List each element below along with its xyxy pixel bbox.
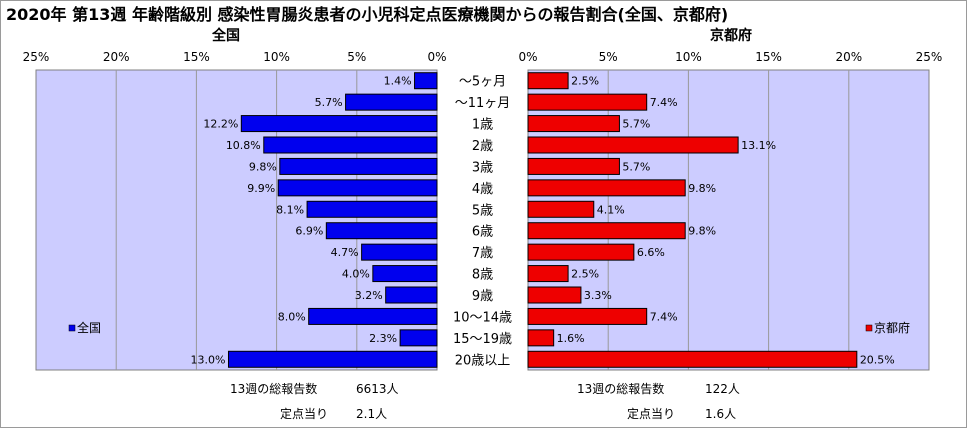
bar-nation xyxy=(399,329,438,347)
category-label: 1歳 xyxy=(472,118,493,133)
category-label: ～5ヶ月 xyxy=(459,75,506,90)
bar-kyoto xyxy=(527,222,686,240)
legend-swatch-kyoto xyxy=(865,324,873,332)
left-tick-label: 5% xyxy=(347,50,366,64)
data-label-nation: 9.8% xyxy=(249,160,277,173)
data-label-nation: 12.2% xyxy=(203,118,238,131)
bar-kyoto xyxy=(527,136,739,154)
data-label-nation: 9.9% xyxy=(247,182,275,195)
data-label-nation: 13.0% xyxy=(191,353,226,366)
bar-nation xyxy=(372,265,438,283)
data-label-kyoto: 7.4% xyxy=(650,96,678,109)
right-tick-label: 15% xyxy=(755,50,782,64)
bar-kyoto xyxy=(527,179,686,197)
bar-kyoto xyxy=(527,307,648,325)
data-label-nation: 1.4% xyxy=(384,75,412,88)
kyoto-per-label: 定点当り xyxy=(627,407,676,421)
bar-nation xyxy=(306,200,438,218)
nation-total-label: 13週の総報告数 xyxy=(230,382,318,396)
left-tick-label: 15% xyxy=(183,50,210,64)
bar-nation xyxy=(279,157,438,175)
data-label-nation: 8.0% xyxy=(278,310,306,323)
right-tick-label: 20% xyxy=(835,50,862,64)
bar-kyoto xyxy=(527,157,620,175)
data-label-nation: 4.7% xyxy=(331,246,359,259)
data-label-nation: 5.7% xyxy=(315,96,343,109)
bar-kyoto xyxy=(527,350,858,368)
bar-nation xyxy=(325,222,438,240)
bar-nation xyxy=(308,307,438,325)
left-tick-label: 25% xyxy=(23,50,50,64)
nation-per-value: 2.1人 xyxy=(356,407,388,421)
data-label-kyoto: 9.8% xyxy=(688,225,716,238)
data-label-kyoto: 6.6% xyxy=(637,246,665,259)
bar-nation xyxy=(361,243,438,261)
category-label: 10～14歳 xyxy=(453,310,512,325)
data-label-nation: 2.3% xyxy=(369,332,397,345)
legend-label-nation: 全国 xyxy=(77,320,101,335)
data-label-kyoto: 5.7% xyxy=(622,160,650,173)
bar-kyoto xyxy=(527,265,569,283)
data-label-kyoto: 4.1% xyxy=(597,203,625,216)
bar-nation xyxy=(263,136,438,154)
bar-kyoto xyxy=(527,286,582,304)
nation-total-value: 6613人 xyxy=(356,382,399,396)
bar-kyoto xyxy=(527,115,620,133)
legend-label-kyoto: 京都府 xyxy=(874,320,910,335)
kyoto-total-label: 13週の総報告数 xyxy=(577,382,665,396)
category-label: ～11ヶ月 xyxy=(455,96,511,111)
data-label-kyoto: 13.1% xyxy=(741,139,776,152)
right-tick-label: 10% xyxy=(675,50,702,64)
bar-kyoto xyxy=(527,72,569,90)
chart-title: 2020年 第13週 年齢階級別 感染性胃腸炎患者の小児科定点医療機関からの報告… xyxy=(6,5,729,24)
bar-nation xyxy=(240,115,438,133)
left-tick-label: 20% xyxy=(103,50,130,64)
data-label-nation: 6.9% xyxy=(295,225,323,238)
category-label: 5歳 xyxy=(472,203,493,218)
category-label: 7歳 xyxy=(472,246,493,261)
data-label-nation: 10.8% xyxy=(226,139,261,152)
bar-nation xyxy=(277,179,438,197)
right-tick-label: 0% xyxy=(518,50,537,64)
kyoto-total-value: 122人 xyxy=(705,382,740,396)
nation-per-label: 定点当り xyxy=(280,407,329,421)
category-label: 2歳 xyxy=(472,139,493,154)
bar-kyoto xyxy=(527,200,595,218)
left-tick-label: 0% xyxy=(427,50,446,64)
category-label: 15～19歳 xyxy=(453,332,512,347)
category-label: 4歳 xyxy=(472,182,493,197)
bar-nation xyxy=(345,93,438,111)
category-label: 3歳 xyxy=(472,160,493,175)
category-label: 8歳 xyxy=(472,268,493,283)
bar-nation xyxy=(227,350,438,368)
category-label: 9歳 xyxy=(472,289,493,304)
bar-kyoto xyxy=(527,243,635,261)
left-tick-label: 10% xyxy=(263,50,290,64)
bar-kyoto xyxy=(527,329,555,347)
data-label-nation: 8.1% xyxy=(276,203,304,216)
data-label-kyoto: 20.5% xyxy=(860,353,895,366)
bar-kyoto xyxy=(527,93,648,111)
data-label-kyoto: 7.4% xyxy=(650,310,678,323)
data-label-kyoto: 2.5% xyxy=(571,75,599,88)
data-label-nation: 3.2% xyxy=(355,289,383,302)
data-label-kyoto: 1.6% xyxy=(557,332,585,345)
bar-nation xyxy=(385,286,438,304)
bar-nation xyxy=(414,72,438,90)
right-tick-label: 25% xyxy=(916,50,943,64)
category-label: 6歳 xyxy=(472,225,493,240)
data-label-nation: 4.0% xyxy=(342,268,370,281)
data-label-kyoto: 2.5% xyxy=(571,268,599,281)
right-panel-title: 京都府 xyxy=(710,27,752,44)
data-label-kyoto: 5.7% xyxy=(622,118,650,131)
left-panel-title: 全国 xyxy=(211,27,240,44)
right-tick-label: 5% xyxy=(599,50,618,64)
data-label-kyoto: 3.3% xyxy=(584,289,612,302)
data-label-kyoto: 9.8% xyxy=(688,182,716,195)
legend-swatch-nation xyxy=(68,324,76,332)
kyoto-per-value: 1.6人 xyxy=(705,407,737,421)
category-label: 20歳以上 xyxy=(455,353,511,368)
